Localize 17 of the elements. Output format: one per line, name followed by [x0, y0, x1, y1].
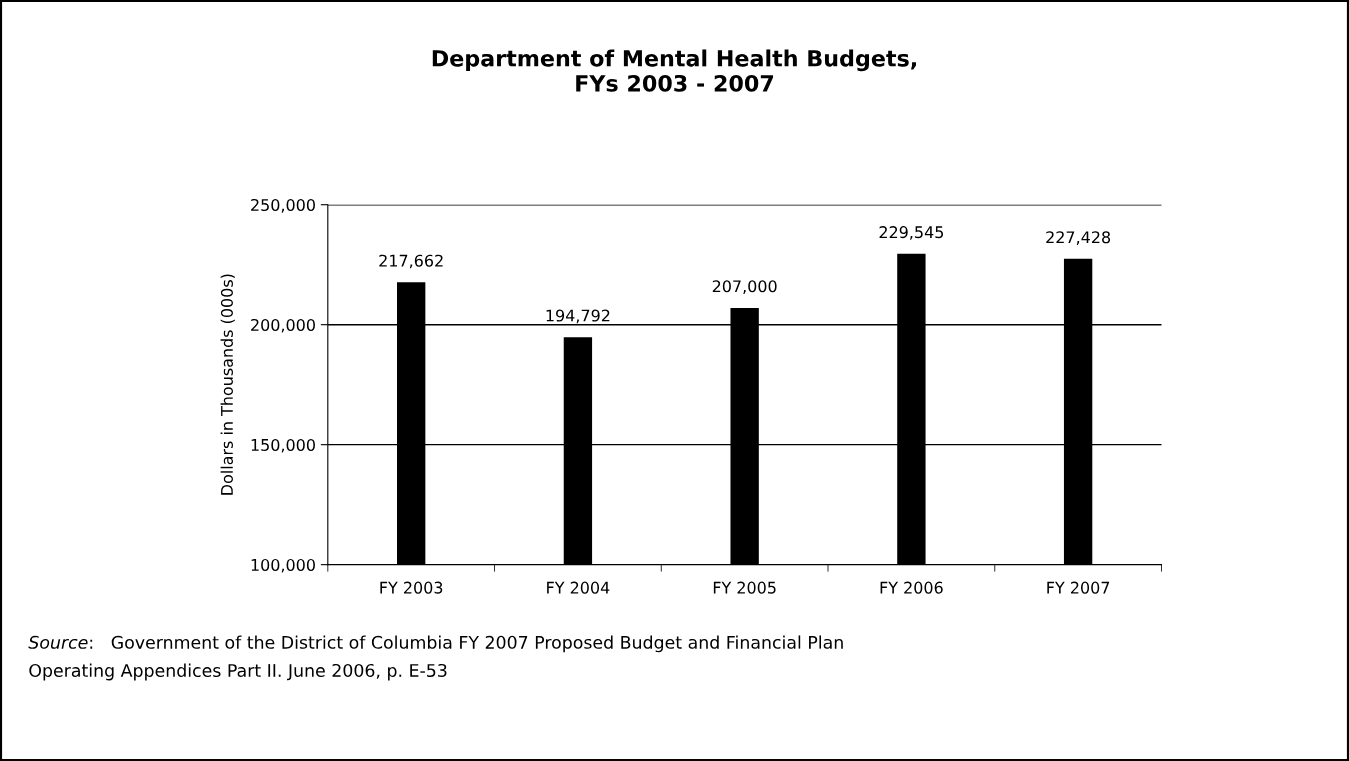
y-tick-label: 150,000	[251, 438, 315, 453]
x-tick-label: FY 2007	[1047, 581, 1110, 594]
data-label: 227,428	[1046, 231, 1111, 245]
y-tick-label: 100,000	[251, 558, 315, 573]
x-tick-label: FY 2004	[547, 581, 610, 594]
source-note: Source: Government of the District of Columbia FY 2007 Proposed Budget and Financial Plan Operating Appendices Part II. June 2006, p. E-53	[28, 635, 843, 681]
data-label: 229,545	[879, 226, 944, 240]
y-tick-label: 250,000	[251, 198, 315, 213]
data-label: 217,662	[379, 254, 443, 269]
x-tick-label: FY 2006	[880, 581, 943, 594]
chart-title: Department of Mental Health Budgets, FYs 2003 - 2007	[432, 49, 916, 92]
y-axis-title: Dollars in Thousands (000s)	[220, 274, 235, 495]
data-label: 194,792	[546, 309, 610, 324]
data-label: 207,000	[712, 280, 777, 294]
x-tick-label: FY 2003	[380, 581, 443, 594]
x-tick-label: FY 2005	[713, 581, 776, 594]
y-tick-label: 200,000	[251, 318, 315, 333]
